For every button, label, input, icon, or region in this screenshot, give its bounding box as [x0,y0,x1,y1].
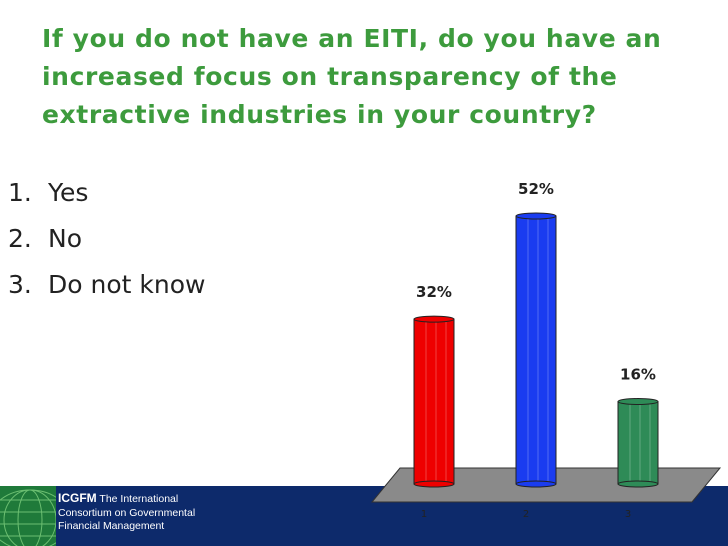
bar-body [413,318,455,485]
option-number: 2. [8,224,32,253]
bar-1 [413,315,455,488]
x-tick-label: 2 [523,509,529,520]
option-do-not-know: 3. Do not know [8,262,205,308]
option-number: 3. [8,270,32,299]
bar-top [413,315,455,323]
option-no: 2. No [8,216,205,262]
org-line-1: The International [99,493,179,505]
bar-value-label: 52% [518,180,554,198]
option-number: 1. [8,178,32,207]
x-tick-label: 3 [625,509,631,520]
bar-top [617,398,659,406]
bar-body [515,215,557,485]
bar-top [515,212,557,220]
x-tick-label: 1 [421,509,427,520]
org-line-2: Consortium on Governmental [58,506,196,519]
option-label: No [48,224,82,253]
globe-grid-icon [0,486,56,546]
bar-2 [515,212,557,488]
bar-base [413,480,455,488]
option-yes: 1. Yes [8,170,205,216]
footer-logo: ICGFM The International Consortium on Go… [58,491,196,534]
bar-value-label: 32% [416,283,452,301]
slide-title: If you do not have an EITI, do you have … [42,24,662,129]
bar-base [515,480,557,488]
option-label: Yes [48,178,89,207]
bar-base [617,480,659,488]
bar-body [617,401,659,485]
option-label: Do not know [48,270,206,299]
bar-3 [617,398,659,488]
bar-value-label: 16% [620,366,656,384]
answer-options-list: 1. Yes 2. No 3. Do not know [8,170,205,308]
brand-name: ICGFM [58,491,97,505]
org-line-3: Financial Management [58,520,165,532]
